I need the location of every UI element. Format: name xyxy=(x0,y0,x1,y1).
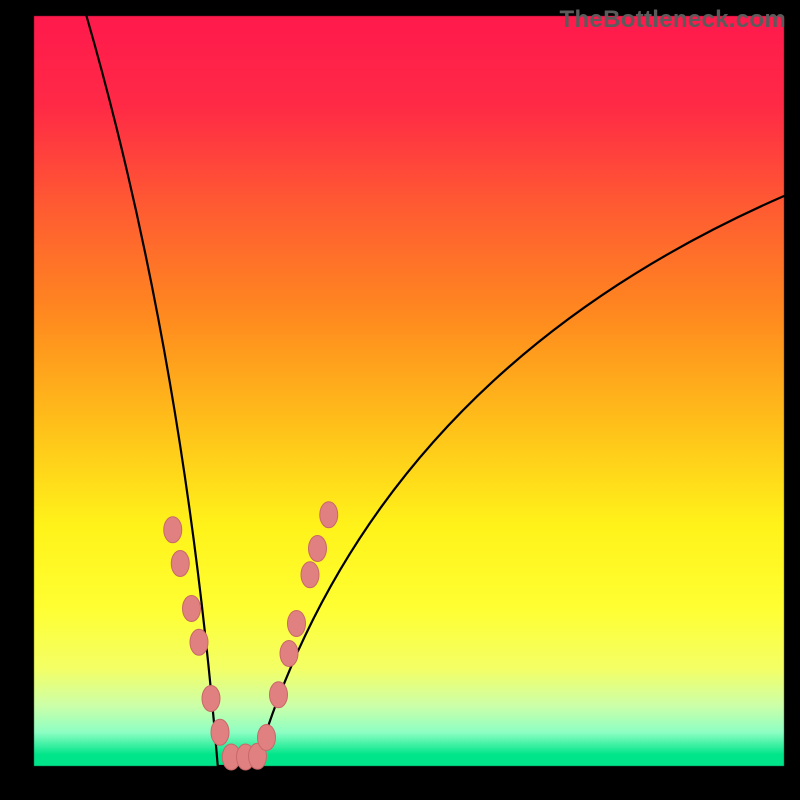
data-marker xyxy=(190,629,208,655)
watermark-label: TheBottleneck.com xyxy=(560,6,786,34)
data-marker xyxy=(280,641,298,667)
data-marker xyxy=(270,682,288,708)
chart-stage: TheBottleneck.com xyxy=(0,0,800,800)
data-marker xyxy=(202,686,220,712)
data-marker xyxy=(183,596,201,622)
data-marker xyxy=(288,611,306,637)
data-marker xyxy=(258,725,276,751)
data-marker xyxy=(164,517,182,543)
performance-curve xyxy=(87,16,785,766)
data-marker xyxy=(171,551,189,577)
data-marker xyxy=(301,562,319,588)
data-marker xyxy=(320,502,338,528)
chart-svg xyxy=(0,0,800,800)
data-marker xyxy=(211,719,229,745)
data-marker xyxy=(309,536,327,562)
